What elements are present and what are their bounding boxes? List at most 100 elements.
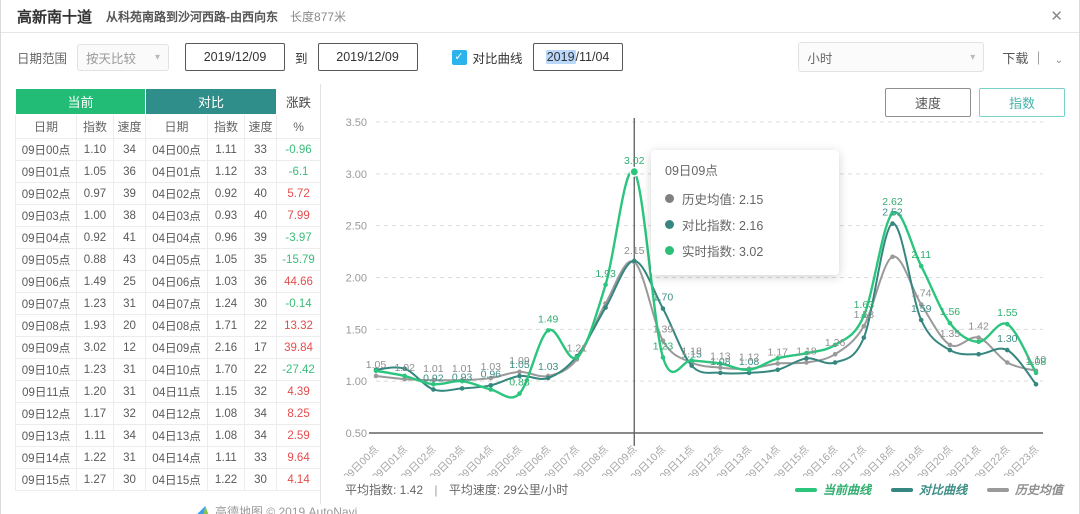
table-cell: 04日08点	[145, 314, 209, 337]
table-cell: 1.12	[207, 160, 246, 183]
table-cell: 1.11	[76, 424, 114, 447]
tooltip-value: 对比指数: 2.16	[682, 218, 764, 233]
close-icon[interactable]: ✕	[1050, 8, 1063, 25]
data-point	[660, 306, 666, 311]
point-value-label: 2.11	[911, 249, 931, 261]
compare-mode-select[interactable]: 按天比较 ▾	[77, 43, 170, 71]
table-cell: 34	[112, 424, 147, 447]
comparison-table-panel: 当前 对比 涨跌 日期 指数 速度 日期 指数 速度% 09日00点 1.10 34 04日00…	[14, 88, 322, 491]
table-cell: 30	[112, 468, 147, 491]
data-point	[517, 391, 522, 396]
to-label: 到	[295, 51, 308, 66]
change-percent-cell: -15.79	[276, 248, 322, 271]
table-cell: 1.49	[76, 270, 114, 293]
data-point	[545, 328, 551, 333]
table-cell: 0.88	[76, 248, 114, 271]
point-value-label: 1.13	[710, 351, 731, 363]
point-value-label: 2.52	[882, 207, 903, 219]
table-cell: 1.24	[207, 292, 246, 315]
legend-swatch-icon	[890, 487, 913, 492]
table-col-header: 指数	[207, 114, 246, 139]
date-to-input[interactable]: 2019/12/09	[317, 43, 418, 71]
table-cell: 04日02点	[145, 182, 209, 205]
data-point	[488, 375, 494, 381]
legend-item[interactable]: 历史均值	[986, 481, 1063, 498]
table-cell: 1.22	[207, 468, 246, 491]
chart-footer: 平均指数: 1.42 | 平均速度: 29公里/小时 当前曲线 对比曲线 历史均值	[345, 481, 1063, 498]
table-cell: 09日10点	[15, 358, 77, 381]
tooltip-value: 实时指数: 3.02	[682, 244, 764, 259]
table-cell: 09日14点	[15, 446, 77, 469]
chart-metric-tabs: 速度 指数	[885, 88, 1065, 117]
point-value-label: 1.05	[366, 359, 387, 371]
point-value-label: 1.18	[681, 346, 702, 358]
table-cell: 04日01点	[145, 160, 209, 183]
chart-panel: 速度 指数 0.50 1.00 1.50 2.00 2.50 3.00 3.50 09日00点…	[321, 84, 1079, 514]
table-cell: 39	[244, 226, 278, 249]
point-value-label: 0.92	[423, 372, 444, 384]
point-value-label: 1.55	[997, 307, 1018, 319]
y-tick-label: 1.00	[346, 376, 367, 388]
change-percent-cell: 8.25	[276, 402, 322, 425]
legend-item[interactable]: 对比曲线	[890, 481, 967, 498]
table-cell: 36	[112, 160, 147, 183]
legend-label: 历史均值	[1014, 483, 1063, 497]
data-point	[574, 355, 580, 360]
tooltip-row: 对比指数: 2.16	[665, 211, 825, 237]
table-cell: 17	[244, 336, 278, 359]
data-point	[459, 386, 465, 391]
legend-label: 当前曲线	[822, 483, 871, 497]
y-tick-label: 3.50	[346, 117, 367, 129]
compare-date-selected-part: 2019	[545, 50, 576, 64]
data-point	[631, 258, 637, 264]
table-row: 09日01点 1.05 36 04日01点 1.12 33 -6.1	[15, 160, 322, 183]
table-cell: 32	[244, 380, 278, 403]
interval-select[interactable]: 小时 ▾	[798, 42, 985, 72]
compare-date-rest: /11/04	[575, 50, 610, 64]
y-tick-label: 3.00	[346, 169, 367, 181]
table-column-header-row: 日期 指数 速度 日期 指数 速度%	[15, 114, 322, 139]
table-row: 09日12点 1.17 32 04日12点 1.08 34 8.25	[15, 402, 322, 425]
tab-index[interactable]: 指数	[979, 88, 1065, 117]
table-cell: 22	[244, 314, 278, 337]
data-point	[861, 335, 867, 340]
point-value-label: 1.93	[595, 268, 616, 280]
data-point	[718, 365, 723, 370]
table-cell: 39	[112, 182, 147, 205]
tab-speed[interactable]: 速度	[885, 88, 971, 117]
table-row: 09日08点 1.93 20 04日08点 1.71 22 13.32	[15, 314, 322, 337]
point-value-label: 1.08	[1026, 356, 1047, 368]
table-cell: 09日06点	[15, 270, 77, 293]
comparison-table: 当前 对比 涨跌 日期 指数 速度 日期 指数 速度% 09日00点 1.10 34 04日00…	[14, 88, 322, 491]
table-cell: 1.22	[76, 446, 114, 469]
avg-index-stat: 平均指数: 1.42	[345, 483, 424, 497]
compare-curve-checkbox[interactable]: ✓	[451, 49, 467, 65]
point-value-label: 1.59	[911, 303, 932, 315]
point-value-label: 1.10	[1026, 354, 1047, 366]
table-row: 09日15点 1.27 30 04日15点 1.22 30 4.14	[15, 468, 322, 491]
table-cell: 09日12点	[15, 402, 77, 425]
tooltip-row: 实时指数: 3.02	[665, 237, 825, 263]
table-cell: 1.70	[207, 358, 246, 381]
table-cell: 1.27	[76, 468, 114, 491]
change-percent-cell: 39.84	[276, 336, 322, 359]
download-button[interactable]: 下载 ｜ ⌄	[1002, 50, 1063, 66]
compare-date-input[interactable]: 2019/11/04	[532, 43, 623, 71]
index-line-chart[interactable]: 0.501.001.502.002.503.003.5009日00点09日01点…	[321, 84, 1080, 476]
data-point	[660, 355, 666, 360]
title-bar: 高新南十道 从科苑南路到沙河西路-由西向东 长度877米 ✕	[1, 0, 1079, 33]
table-cell: 35	[244, 248, 278, 271]
table-cell: 04日13点	[145, 424, 209, 447]
current-group-header: 当前	[14, 88, 147, 115]
data-point	[775, 367, 781, 373]
table-cell: 1.10	[76, 138, 114, 161]
data-point	[890, 221, 895, 226]
table-row: 09日05点 0.88 43 04日05点 1.05 35 -15.79	[15, 248, 322, 271]
y-tick-label: 1.50	[346, 324, 367, 336]
table-cell: 30	[244, 468, 278, 491]
date-from-input[interactable]: 2019/12/09	[185, 43, 286, 71]
table-row: 09日09点 3.02 12 04日09点 2.16 17 39.84	[15, 336, 322, 359]
legend-item[interactable]: 当前曲线	[794, 481, 871, 498]
table-cell: 04日04点	[145, 226, 209, 249]
point-value-label: 1.56	[940, 306, 961, 318]
